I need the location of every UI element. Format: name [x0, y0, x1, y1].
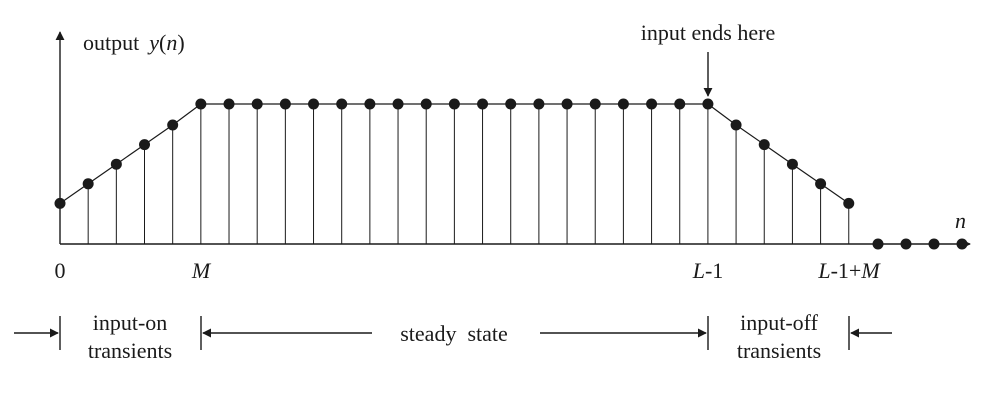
input-off-label-line1: input-off	[740, 310, 818, 335]
sample-dot-6	[223, 98, 235, 110]
sample-dot-25	[758, 139, 770, 151]
sample-dot-16	[505, 98, 517, 110]
sample-dot-19	[589, 98, 601, 110]
x-axis-label: n	[955, 208, 966, 233]
sample-dot-24	[730, 119, 742, 131]
sample-dot-8	[279, 98, 291, 110]
y-axis-label: output y(n)	[83, 30, 185, 55]
tick-L-minus-1-plus-M: L-1+M	[817, 258, 881, 283]
sample-dot-0	[54, 197, 66, 209]
input-on-label-line1: input-on	[93, 310, 168, 335]
sample-dot-23	[702, 98, 714, 110]
input-on-label-line2: transients	[88, 338, 172, 363]
sample-dot-5	[195, 98, 207, 110]
tick-M: M	[191, 258, 212, 283]
sample-dot-26	[786, 158, 798, 170]
zero-sample-dot-3	[956, 238, 968, 250]
sample-dot-3	[139, 139, 151, 151]
input-ends-label: input ends here	[641, 20, 775, 45]
sample-dot-7	[251, 98, 263, 110]
sample-dot-21	[646, 98, 658, 110]
tick-L-minus-1: L-1	[692, 258, 724, 283]
sample-dot-14	[448, 98, 460, 110]
sample-dot-12	[392, 98, 404, 110]
tick-zero: 0	[55, 258, 66, 283]
sample-dot-28	[843, 197, 855, 209]
sample-dot-18	[561, 98, 573, 110]
sample-dot-13	[420, 98, 432, 110]
steady-state-label: steady state	[400, 321, 508, 346]
sample-dot-15	[477, 98, 489, 110]
zero-sample-dot-0	[872, 238, 884, 250]
sample-dot-17	[533, 98, 545, 110]
zero-sample-dot-2	[928, 238, 940, 250]
zero-sample-dot-1	[900, 238, 912, 250]
input-off-label-line2: transients	[737, 338, 821, 363]
samples	[54, 98, 968, 250]
sample-dot-10	[336, 98, 348, 110]
sample-dot-4	[167, 119, 179, 131]
sample-dot-22	[674, 98, 686, 110]
sample-dot-9	[308, 98, 320, 110]
sample-dot-27	[815, 178, 827, 190]
stems	[59, 104, 850, 244]
sample-dot-20	[617, 98, 629, 110]
sample-dot-2	[110, 158, 122, 170]
sample-dot-1	[82, 178, 94, 190]
sample-dot-11	[364, 98, 376, 110]
